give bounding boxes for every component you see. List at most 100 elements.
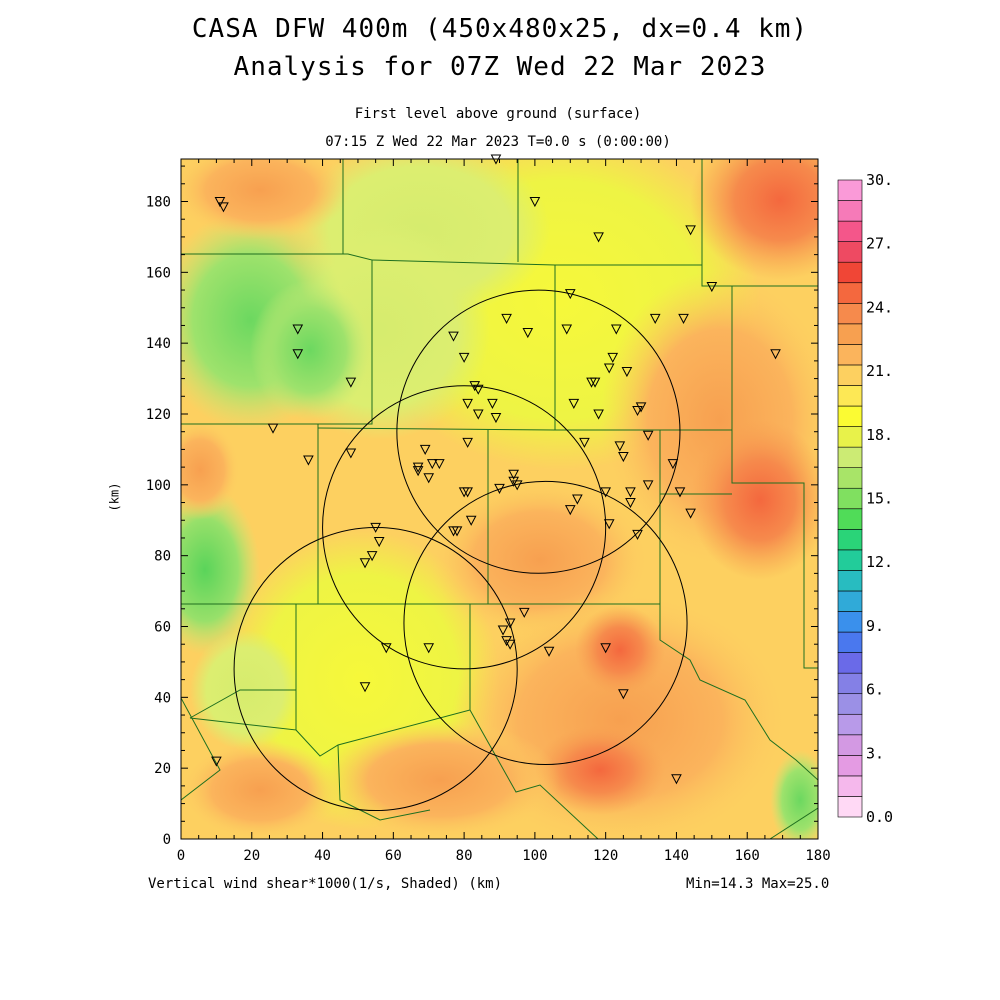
station-marker <box>593 409 604 420</box>
station-marker <box>462 437 473 448</box>
station-marker <box>501 636 512 647</box>
station-marker <box>448 331 459 342</box>
colorbar-swatch <box>837 590 863 612</box>
colorbar-label: 27. <box>866 235 893 253</box>
station-marker <box>667 459 679 470</box>
station-marker <box>469 381 481 392</box>
station-marker <box>579 437 590 448</box>
station-marker <box>366 551 378 562</box>
colorbar-swatch <box>837 241 863 263</box>
x-axis-label: (km) <box>468 876 503 892</box>
colorbar-swatch <box>837 508 863 530</box>
colorbar-label: 9. <box>866 617 884 635</box>
station-marker <box>462 487 473 498</box>
colorbar-label: 3. <box>866 744 884 762</box>
x-tick-label: 160 <box>735 848 760 864</box>
radar-ring-2 <box>322 385 607 670</box>
station-marker <box>635 402 647 413</box>
station-marker <box>600 487 611 498</box>
station-marker <box>770 349 781 360</box>
station-marker <box>678 313 689 324</box>
station-marker <box>625 498 636 509</box>
radar-range-rings <box>233 289 688 812</box>
colorbar-swatch <box>837 755 863 777</box>
colorbar-swatch <box>837 734 863 756</box>
station-marker <box>618 452 629 463</box>
station-marker <box>504 639 516 650</box>
colorbar-swatch <box>837 775 863 797</box>
x-tick-label: 0 <box>177 848 185 864</box>
station-marker <box>472 384 484 395</box>
station-marker <box>472 409 484 420</box>
colorbar-label: 12. <box>866 553 893 571</box>
station-marker <box>501 313 512 324</box>
station-marker <box>218 202 229 213</box>
station-marker <box>345 448 357 459</box>
colorbar-label: 0.0 <box>866 808 893 826</box>
station-marker <box>511 480 523 491</box>
station-marker <box>685 225 696 236</box>
station-marker <box>543 646 555 657</box>
colorbar-label: 30. <box>866 171 893 189</box>
title-line-2: Analysis for 07Z Wed 22 Mar 2023 <box>233 52 767 82</box>
x-tick-label: 80 <box>456 848 473 864</box>
field-caption: Vertical wind shear*1000(1/s, Shaded) (k… <box>148 876 502 892</box>
colorbar-swatch <box>837 611 863 633</box>
x-tick-label: 60 <box>385 848 402 864</box>
colorbar-label: 15. <box>866 490 893 508</box>
colorbar-swatch <box>837 323 863 345</box>
station-marker <box>494 483 505 494</box>
station-marker <box>674 487 686 498</box>
station-marker <box>359 558 371 569</box>
station-marker <box>607 352 619 363</box>
station-marker <box>508 476 519 487</box>
field-name: Vertical wind shear*1000(1/s, Shaded) <box>148 876 460 892</box>
colorbar-swatch <box>837 426 863 448</box>
station-marker <box>603 363 615 374</box>
station-marker <box>586 377 597 388</box>
colorbar-swatch <box>837 302 863 325</box>
y-tick-label: 160 <box>146 265 171 281</box>
station-marker <box>497 625 509 636</box>
county-lines <box>181 159 818 839</box>
colorbar-swatch <box>837 693 863 715</box>
colorbar: 30. 27. 24. 21. 18. 15. 12. 9. 6. 3. 0.0 <box>837 171 893 826</box>
station-marker <box>465 515 477 526</box>
station-marker <box>618 689 629 700</box>
station-marker <box>529 197 541 208</box>
x-axis: 0 20 40 60 80 100 120 140 160 180 <box>177 159 831 864</box>
colorbar-swatch <box>837 385 863 407</box>
colorbar-swatch <box>837 405 863 427</box>
station-marker <box>600 643 611 654</box>
station-marker <box>458 352 470 363</box>
colorbar-swatch <box>837 282 863 304</box>
station-marker <box>359 682 371 693</box>
station-marker <box>564 505 576 516</box>
y-tick-label: 180 <box>146 195 171 211</box>
station-marker <box>522 328 534 339</box>
colorbar-swatch <box>837 487 863 510</box>
station-marker <box>518 607 530 618</box>
x-tick-label: 100 <box>522 848 547 864</box>
station-marker <box>603 519 615 530</box>
station-marker <box>419 444 431 455</box>
x-tick-label: 120 <box>593 848 618 864</box>
station-marker <box>649 313 661 324</box>
station-marker <box>508 469 519 480</box>
station-marker <box>211 756 222 767</box>
colorbar-label: 18. <box>866 426 893 444</box>
station-marker <box>380 643 392 654</box>
station-marker <box>625 487 636 498</box>
y-axis: 0 20 40 60 80 100 120 140 160 180 <box>146 165 818 848</box>
station-marker <box>292 349 304 360</box>
colorbar-swatch <box>837 220 863 242</box>
colorbar-swatch <box>837 631 863 653</box>
station-marker <box>572 494 583 505</box>
station-marker <box>412 462 424 473</box>
colorbar-swatch <box>837 344 863 366</box>
station-marker <box>610 324 622 335</box>
station-marker <box>303 455 314 466</box>
station-marker <box>632 405 643 417</box>
station-marker <box>685 508 696 519</box>
